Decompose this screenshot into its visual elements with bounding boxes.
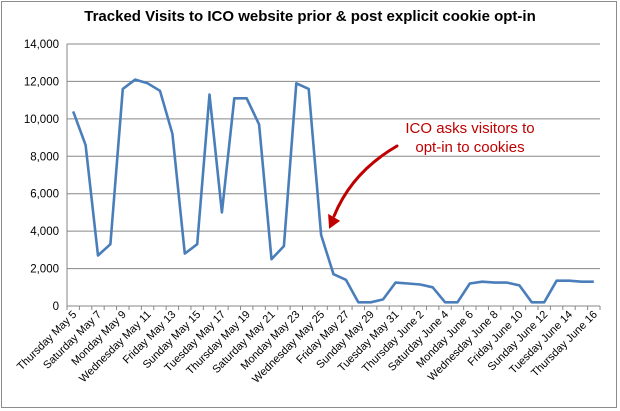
annotation-arrow — [332, 144, 399, 218]
y-tick-label: 2,000 — [30, 264, 59, 276]
y-tick-label: 4,000 — [30, 226, 59, 238]
series-visits — [71, 78, 594, 304]
y-tick-label: 8,000 — [30, 151, 59, 163]
annotation: ICO asks visitors to opt-in to cookies — [328, 120, 535, 229]
y-tick-label: 6,000 — [30, 189, 59, 201]
y-tick-label: 14,000 — [24, 39, 59, 51]
annotation-text: opt-in to cookies — [415, 139, 524, 156]
y-tick-label: 10,000 — [24, 114, 59, 126]
y-tick-label: 0 — [53, 301, 59, 313]
y-axis: 0 2,000 4,000 6,000 8,000 10,000 12,000 14,000 — [24, 39, 68, 313]
annotation-arrowhead — [328, 213, 341, 229]
series-line — [71, 78, 594, 304]
y-tick-label: 12,000 — [24, 76, 59, 88]
chart-title: Tracked Visits to ICO website prior & po… — [84, 8, 536, 25]
annotation-text: ICO asks visitors to — [405, 120, 534, 137]
gridlines — [67, 43, 600, 270]
